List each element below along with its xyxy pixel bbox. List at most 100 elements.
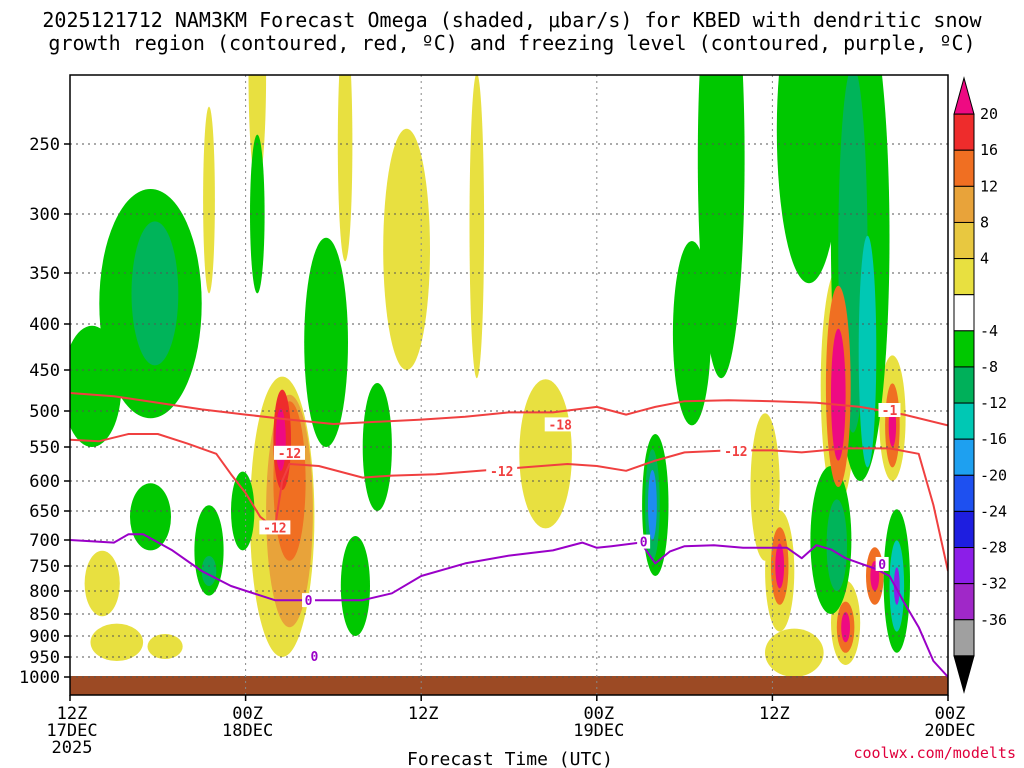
x-axis-title: Forecast Time (UTC)	[407, 749, 613, 768]
colorbar-segment-3	[953, 185, 975, 223]
contour-label-1: -12	[490, 465, 513, 480]
omega-cell-47	[648, 470, 657, 540]
x-tick-label-3-0: 00Z	[583, 704, 614, 724]
y-tick-label-300: 300	[29, 205, 60, 225]
contour-dgz-bottom	[70, 433, 948, 572]
x-tick-label-1-0: 00Z	[232, 704, 263, 724]
colorbar-segment-11	[953, 474, 975, 512]
credit-text: coolwx.com/modelts	[853, 744, 1016, 762]
colorbar-label-7: -12	[980, 394, 1007, 412]
colorbar-label-9: -20	[980, 466, 1007, 484]
ground-terrain	[70, 676, 948, 695]
colorbar-label-0: 20	[980, 105, 998, 123]
contour-label-3: -12	[278, 447, 301, 462]
omega-cell-7	[90, 623, 144, 661]
colorbar-label-2: 12	[980, 177, 998, 195]
y-tick-label-900: 900	[29, 627, 60, 647]
omega-cell-26	[672, 241, 711, 426]
omega-cell-54	[893, 567, 900, 605]
colorbar-segment-13	[953, 547, 975, 585]
omega-cell-4	[203, 106, 215, 294]
x-tick-label-0-2: 2025	[52, 738, 93, 758]
y-tick-label-700: 700	[29, 531, 60, 551]
y-tick-label-550: 550	[29, 438, 60, 458]
contour-label-bg-5	[878, 403, 901, 417]
contour-label-bg-3	[274, 445, 305, 460]
y-tick-label-750: 750	[29, 557, 60, 577]
omega-cell-27	[697, 75, 745, 379]
colorbar-segment-6	[953, 294, 975, 332]
chart-title-line-2: growth region (contoured, red, ºC) and f…	[48, 31, 975, 55]
omega-cell-6	[84, 550, 120, 617]
omega-cell-52	[841, 612, 850, 643]
colorbar: 20 16 12 8 4 -4 -8 -12 -16 -20 -24 -28 -32 -36	[953, 76, 1007, 694]
colorbar-label-10: -24	[980, 502, 1007, 520]
omega-cell-2	[469, 75, 485, 379]
contour-label-5: -1	[882, 404, 898, 419]
y-tick-label-850: 850	[29, 605, 60, 625]
colorbar-label-11: -28	[980, 539, 1007, 557]
omega-shading	[70, 75, 910, 677]
colorbar-segment-0	[953, 76, 975, 115]
omega-cell-20	[231, 471, 255, 551]
colorbar-segment-9	[953, 402, 975, 440]
omega-cell-10	[765, 628, 824, 677]
y-tick-label-350: 350	[29, 264, 60, 284]
x-tick-label-3-1: 19DEC	[573, 721, 624, 741]
contour-label-bg-0	[544, 417, 576, 432]
contour-label-8: 0	[640, 536, 648, 551]
contour-label-bg-9	[875, 556, 889, 571]
colorbar-segment-16	[953, 655, 975, 694]
contour-label-bg-1	[486, 464, 518, 479]
x-tick-label-2-0: 12Z	[408, 704, 439, 724]
contour-label-bg-2	[720, 443, 752, 458]
omega-cell-34	[201, 556, 217, 586]
x-tick-label-4-0: 12Z	[759, 704, 790, 724]
colorbar-segment-12	[953, 510, 975, 549]
y-tick-label-500: 500	[29, 402, 60, 422]
colorbar-segment-8	[953, 366, 975, 404]
x-tick-label-5-0: 00Z	[935, 704, 966, 724]
temperature-contours	[70, 392, 948, 678]
x-tick-label-0-1: 17DEC	[46, 721, 97, 741]
colorbar-label-4: 4	[980, 250, 989, 268]
omega-cell-28	[776, 75, 842, 284]
y-tick-label-250: 250	[29, 135, 60, 155]
x-tick-label-5-1: 20DEC	[924, 721, 975, 741]
contour-label-9: 0	[878, 558, 886, 573]
y-tick-label-450: 450	[29, 361, 60, 381]
omega-cell-19	[194, 505, 224, 596]
contour-freezing-level	[70, 533, 948, 678]
colorbar-label-1: 16	[980, 141, 998, 159]
colorbar-label-6: -8	[980, 358, 998, 376]
contour-label-bg-7	[307, 649, 321, 663]
x-tick-label-0-0: 12Z	[57, 704, 88, 724]
y-tick-label-1000: 1000	[19, 668, 60, 688]
colorbar-segment-15	[953, 619, 975, 657]
omega-cell-22	[304, 237, 348, 447]
contour-labels: -18 -12 -12 -12 -12 -1 0 0 0 0	[259, 403, 901, 665]
omega-cell-5	[337, 75, 353, 262]
y-tick-label-400: 400	[29, 315, 60, 335]
y-tick-label-800: 800	[29, 582, 60, 602]
contour-label-bg-6	[302, 593, 316, 608]
omega-cell-0	[519, 379, 572, 529]
colorbar-segment-4	[953, 221, 975, 260]
plot-frame	[69, 74, 949, 696]
contour-label-2: -12	[724, 445, 747, 460]
colorbar-label-5: -4	[980, 322, 998, 340]
colorbar-label-12: -32	[980, 575, 1007, 593]
omega-cell-44	[858, 235, 877, 468]
y-axis-ticks: 2503003504004505005506006507007508008509…	[19, 135, 70, 688]
grid-lines	[69, 75, 949, 695]
omega-cell-24	[340, 536, 370, 636]
colorbar-label-13: -36	[980, 611, 1007, 629]
contour-label-bg-8	[637, 534, 651, 549]
contour-label-bg-4	[259, 520, 291, 535]
colorbar-segment-7	[953, 330, 975, 368]
x-tick-label-1-1: 18DEC	[222, 721, 273, 741]
colorbar-segment-5	[953, 258, 975, 296]
